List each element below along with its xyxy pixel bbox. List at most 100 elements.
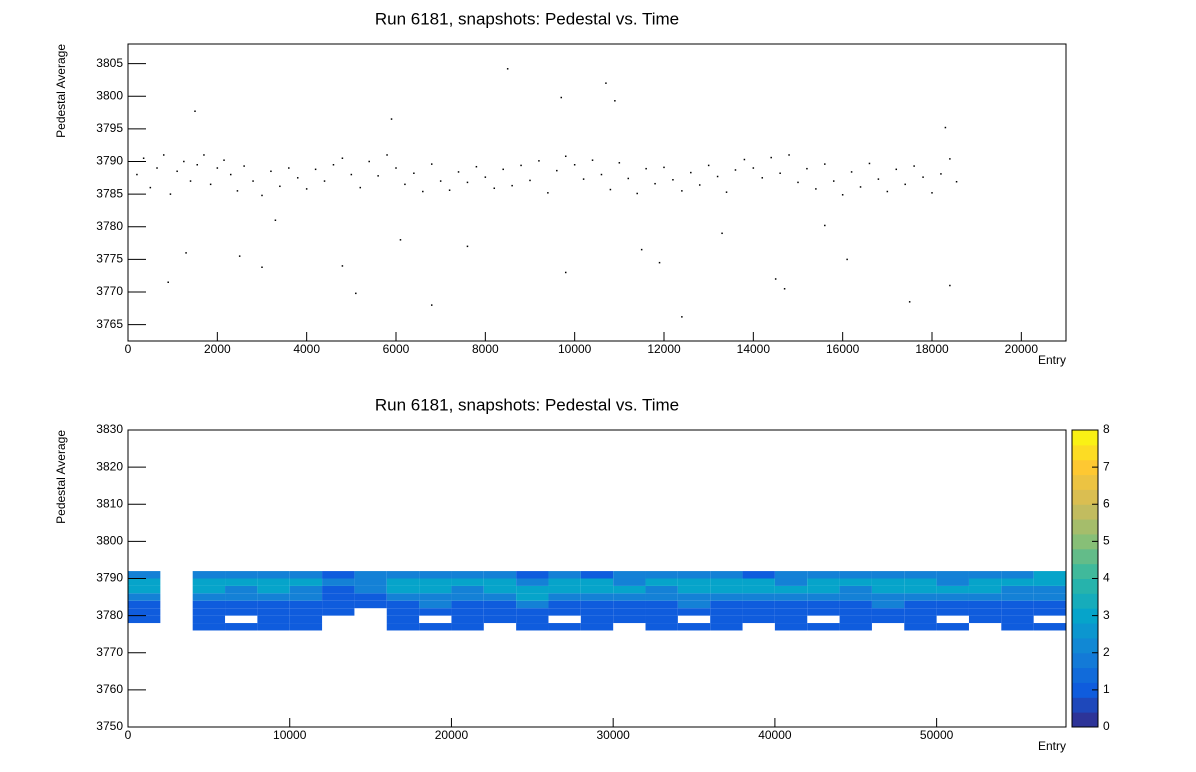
heatmap-cell <box>516 615 549 624</box>
point <box>223 159 225 161</box>
heatmap-cell <box>225 600 258 609</box>
heatmap-cell <box>904 578 937 586</box>
colorbar-band <box>1072 637 1098 654</box>
colorbar-band <box>1072 504 1098 520</box>
colorbar-band <box>1072 459 1098 476</box>
x-tick-label: 18000 <box>915 342 949 356</box>
heatmap-cell <box>968 571 1002 579</box>
heatmap-cell <box>483 593 517 601</box>
heatmap-cell <box>419 608 452 616</box>
z-tick-label: 3 <box>1103 608 1110 622</box>
point <box>904 183 906 186</box>
x-tick-label: 20000 <box>1005 342 1039 356</box>
heatmap-cell <box>548 600 581 609</box>
heatmap-cell <box>289 578 323 586</box>
point <box>743 158 746 161</box>
y-axis-label: Pedestal Average <box>54 44 68 138</box>
heatmap-cell <box>419 578 452 586</box>
y-tick-label: 3750 <box>96 719 123 733</box>
point <box>824 224 826 227</box>
y-tick-label: 3770 <box>96 284 123 298</box>
heatmap-cell <box>322 585 355 594</box>
point <box>162 154 165 156</box>
heatmap-cell <box>322 608 355 616</box>
y-tick-label: 3795 <box>96 121 123 135</box>
point <box>690 171 692 174</box>
point <box>209 183 212 186</box>
heatmap-cell <box>257 585 290 594</box>
heatmap-cell <box>613 571 646 579</box>
heatmap-cell <box>192 585 226 594</box>
heatmap-cell <box>968 608 1002 616</box>
point <box>832 180 835 182</box>
heatmap-cell <box>645 608 678 616</box>
heatmap-cell <box>645 623 678 631</box>
heatmap-cell <box>677 571 711 579</box>
colorbar-band <box>1072 430 1098 446</box>
heatmap-cell <box>128 585 161 594</box>
x-tick-label: 40000 <box>758 728 792 742</box>
heatmap-cell <box>1033 578 1066 586</box>
point <box>332 164 335 166</box>
x-tick-label: 30000 <box>596 728 630 742</box>
heatmap-cell <box>839 615 872 624</box>
heatmap-cell <box>968 615 1002 624</box>
heatmap-cell <box>871 585 905 594</box>
heatmap-cell <box>839 571 872 579</box>
heatmap-cell <box>710 600 743 609</box>
point <box>824 163 826 165</box>
point <box>149 186 152 189</box>
heatmap-cell <box>807 608 840 616</box>
plot-frame <box>127 43 1067 342</box>
heatmap-cell <box>257 615 290 624</box>
point <box>341 157 344 159</box>
heatmap-cell <box>386 623 420 631</box>
heatmap-cell <box>483 615 517 624</box>
heatmap-cell <box>548 585 581 594</box>
point <box>645 167 647 170</box>
colorbar-band <box>1072 667 1098 683</box>
point <box>176 170 178 173</box>
heatmap-cell <box>807 585 840 594</box>
heatmap-cell <box>904 571 937 579</box>
point <box>564 271 567 274</box>
heatmap-cell <box>516 593 549 601</box>
heatmap-cell <box>225 608 258 616</box>
point <box>511 184 513 187</box>
point <box>846 258 848 261</box>
point <box>609 188 612 191</box>
colorbar-band <box>1072 548 1098 565</box>
heatmap-cell <box>548 578 581 586</box>
heatmap-cell <box>839 608 872 616</box>
heatmap-cell <box>128 615 161 624</box>
point <box>591 159 594 161</box>
heatmap-cell <box>354 600 387 609</box>
heatmap-cell <box>774 578 808 586</box>
point <box>386 154 388 156</box>
point <box>955 180 958 183</box>
heatmap-cell <box>1001 600 1034 609</box>
heatmap-cell <box>386 593 420 601</box>
point <box>850 171 853 173</box>
heatmap-cell <box>354 578 387 586</box>
y-tick-label: 3785 <box>96 186 123 200</box>
point <box>877 178 880 180</box>
heatmap-cell <box>580 623 614 631</box>
heatmap-cell <box>871 593 905 601</box>
heatmap-cell <box>677 608 711 616</box>
z-tick-label: 2 <box>1103 645 1110 659</box>
point <box>698 184 701 186</box>
point <box>556 169 558 172</box>
heatmap-cell <box>192 571 226 579</box>
point <box>484 176 487 178</box>
heatmap-cell <box>645 571 678 579</box>
point <box>663 166 665 169</box>
point <box>600 173 603 176</box>
heatmap-cell <box>516 608 549 616</box>
heatmap-cell <box>1001 593 1034 601</box>
point <box>841 194 844 196</box>
heatmap-cell <box>645 585 678 594</box>
heatmap-cell <box>516 585 549 594</box>
heatmap-cell <box>839 585 872 594</box>
